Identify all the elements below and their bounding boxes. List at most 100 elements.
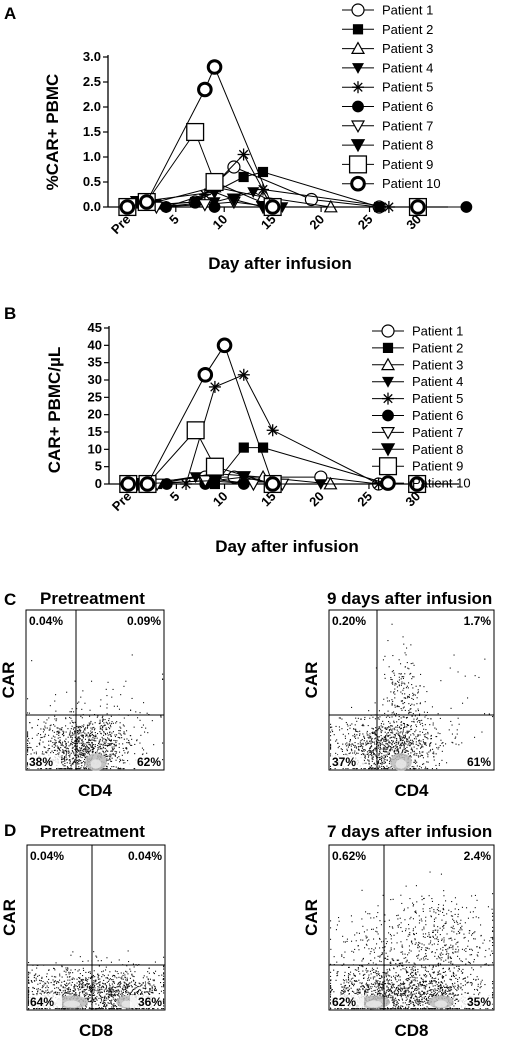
event-dot (347, 768, 349, 770)
event-dot (400, 740, 402, 742)
y-tick-label: 1.0 (83, 149, 101, 164)
event-dot (70, 768, 72, 770)
event-dot (391, 743, 393, 745)
event-dot (412, 676, 414, 678)
event-dot (405, 732, 407, 734)
event-dot (439, 990, 441, 992)
event-dot (335, 725, 337, 727)
event-dot (69, 754, 71, 756)
event-dot (153, 984, 155, 986)
legend-label: Patient 6 (412, 408, 463, 423)
event-dot (111, 696, 113, 698)
event-dot (375, 734, 377, 736)
event-dot (409, 1004, 411, 1006)
event-dot (126, 971, 128, 973)
event-dot (163, 975, 165, 977)
event-dot (354, 975, 356, 977)
event-dot (348, 744, 350, 746)
event-dot (68, 734, 70, 736)
legend-label: Patient 2 (412, 340, 463, 355)
event-dot (120, 1008, 122, 1010)
event-dot (377, 980, 379, 982)
event-dot (105, 721, 107, 723)
y-tick-label: 0.0 (83, 199, 101, 214)
event-dot (67, 990, 69, 992)
event-dot (409, 994, 411, 996)
event-dot (396, 747, 398, 749)
event-dot (107, 744, 109, 746)
event-dot (340, 1007, 342, 1009)
event-dot (79, 756, 81, 758)
event-dot (111, 1006, 113, 1008)
event-dot (392, 997, 394, 999)
event-dot (424, 768, 426, 770)
event-dot (108, 1008, 110, 1010)
event-dot (449, 986, 451, 988)
event-dot (418, 745, 420, 747)
event-dot (81, 739, 83, 741)
event-dot (412, 662, 414, 664)
event-dot (163, 990, 165, 992)
event-dot (106, 722, 108, 724)
legend-label: Patient 3 (412, 357, 463, 372)
legend-label: Patient 2 (382, 22, 433, 37)
event-dot (359, 741, 361, 743)
event-dot (416, 697, 418, 699)
event-dot (56, 727, 58, 729)
data-point (198, 188, 211, 201)
event-dot (153, 1008, 155, 1010)
event-dot (330, 735, 332, 737)
event-dot (377, 993, 379, 995)
event-dot (397, 986, 399, 988)
event-dot (108, 989, 110, 991)
event-dot (373, 983, 375, 985)
event-dot (410, 726, 412, 728)
event-dot (406, 741, 408, 743)
event-dot (416, 765, 418, 767)
event-dot (361, 1008, 363, 1010)
event-dot (389, 722, 391, 724)
event-dot (163, 979, 165, 981)
event-dot (104, 754, 106, 756)
event-dot (376, 994, 378, 996)
event-dot (389, 716, 391, 718)
event-dot (89, 743, 91, 745)
event-dot (330, 975, 332, 977)
event-dot (417, 999, 419, 1001)
event-dot (416, 721, 418, 723)
event-dot (103, 987, 105, 989)
event-dot (133, 980, 135, 982)
event-dot (357, 989, 359, 991)
event-dot (354, 980, 356, 982)
event-dot (384, 972, 386, 974)
event-dot (53, 731, 55, 733)
event-dot (407, 750, 409, 752)
event-dot (84, 732, 86, 734)
event-dot (378, 973, 380, 975)
event-dot (454, 982, 456, 984)
event-dot (69, 711, 71, 713)
event-dot (400, 995, 402, 997)
event-dot (351, 743, 353, 745)
event-dot (39, 768, 41, 770)
event-dot (134, 984, 136, 986)
event-dot (398, 999, 400, 1001)
event-dot (380, 739, 382, 741)
event-dot (139, 1008, 141, 1010)
event-dot (102, 729, 104, 731)
asterisk-stroke (267, 425, 278, 435)
event-dot (367, 970, 369, 972)
event-dot (347, 1008, 349, 1010)
event-dot (380, 725, 382, 727)
event-dot (102, 974, 104, 976)
event-dot (143, 1008, 145, 1010)
event-dot (83, 730, 85, 732)
event-dot (92, 994, 94, 996)
event-dot (384, 759, 386, 761)
event-dot (56, 731, 58, 733)
event-dot (343, 980, 345, 982)
event-dot (455, 977, 457, 979)
event-dot (410, 743, 412, 745)
event-dot (433, 993, 435, 995)
legend-marker (348, 155, 368, 174)
